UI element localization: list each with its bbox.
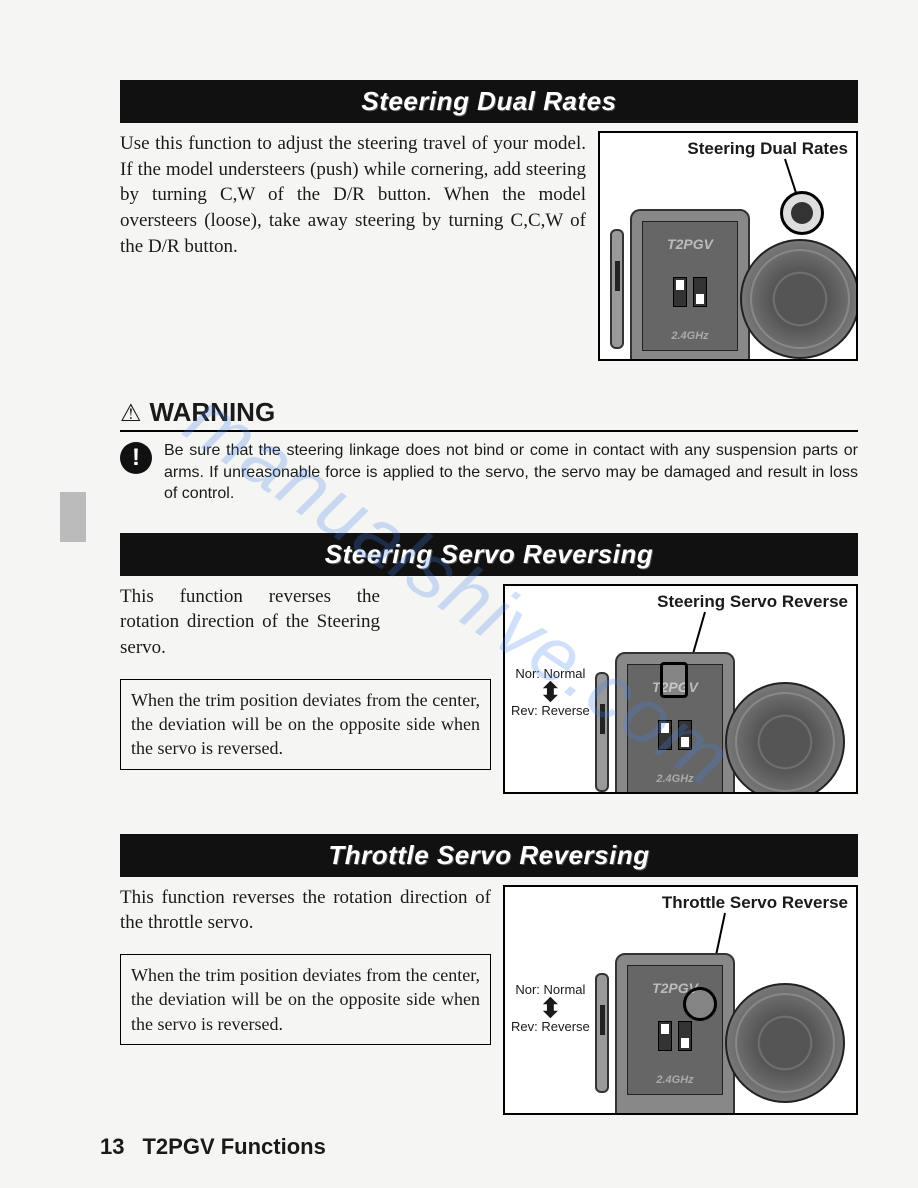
switch-highlight-icon — [660, 662, 688, 698]
note-box: When the trim position deviates from the… — [120, 954, 491, 1045]
switch-position-labels: Nor: Normal ⬍ Rev: Reverse — [511, 666, 590, 718]
diagram-label: Steering Servo Reverse — [657, 592, 848, 612]
device-freq: 2.4GHz — [671, 330, 708, 342]
section-steering-servo-reversing: Steering Servo Reversing This function r… — [120, 533, 858, 794]
warning-triangle-icon: ⚠ — [120, 399, 142, 428]
warning-title: ⚠ WARNING — [120, 397, 858, 432]
diagram-steering-servo-reverse: Steering Servo Reverse Nor: Normal ⬍ Rev… — [503, 584, 858, 794]
page-content: Steering Dual Rates Use this function to… — [0, 0, 918, 1185]
warning-title-text: WARNING — [150, 397, 276, 428]
diagram-label: Steering Dual Rates — [687, 139, 848, 159]
page-number: 13 — [100, 1134, 124, 1160]
section-body-text: Use this function to adjust the steering… — [120, 131, 586, 259]
label-reverse: Rev: Reverse — [511, 1019, 590, 1034]
section-steering-dual-rates: Steering Dual Rates Use this function to… — [120, 80, 858, 361]
prohibit-icon: ! — [120, 442, 152, 474]
diagram-throttle-servo-reverse: Throttle Servo Reverse Nor: Normal ⬍ Rev… — [503, 885, 858, 1115]
section-header: Steering Servo Reversing — [120, 533, 858, 576]
section-body-text: This function reverses the rotation dire… — [120, 885, 491, 936]
updown-arrow-icon: ⬍ — [511, 683, 590, 701]
knob-callout-icon — [780, 191, 824, 235]
device-brand: T2PGV — [667, 236, 713, 252]
switch-highlight-icon — [683, 987, 717, 1021]
footer-title: T2PGV Functions — [142, 1134, 325, 1160]
note-box: When the trim position deviates from the… — [120, 679, 491, 770]
diagram-label: Throttle Servo Reverse — [662, 893, 848, 913]
device-freq: 2.4GHz — [656, 773, 693, 785]
updown-arrow-icon: ⬍ — [511, 999, 590, 1017]
warning-block: ⚠ WARNING ! Be sure that the steering li… — [120, 397, 858, 505]
section-throttle-servo-reversing: Throttle Servo Reversing This function r… — [120, 834, 858, 1115]
section-body-text: This function reverses the rotation dire… — [120, 584, 380, 661]
section-header: Throttle Servo Reversing — [120, 834, 858, 877]
device-illustration: T2PGV 2.4GHz — [595, 622, 795, 794]
device-freq: 2.4GHz — [656, 1074, 693, 1086]
warning-text: Be sure that the steering linkage does n… — [164, 440, 858, 505]
section-header: Steering Dual Rates — [120, 80, 858, 123]
switch-position-labels: Nor: Normal ⬍ Rev: Reverse — [511, 982, 590, 1034]
diagram-steering-dual-rates: Steering Dual Rates T2PGV 2.4GHz — [598, 131, 858, 361]
page-footer: 13 T2PGV Functions — [100, 1134, 326, 1160]
label-reverse: Rev: Reverse — [511, 703, 590, 718]
